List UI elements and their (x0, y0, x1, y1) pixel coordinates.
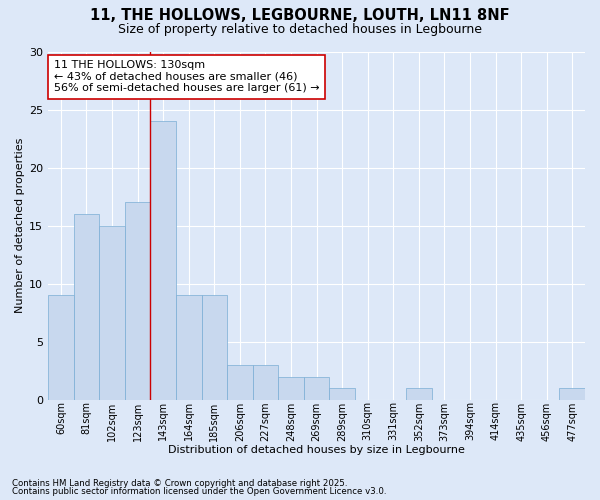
Text: 11 THE HOLLOWS: 130sqm
← 43% of detached houses are smaller (46)
56% of semi-det: 11 THE HOLLOWS: 130sqm ← 43% of detached… (53, 60, 319, 94)
Bar (202, 296, 227, 400)
Bar (99, 226, 125, 400)
Text: 11, THE HOLLOWS, LEGBOURNE, LOUTH, LN11 8NF: 11, THE HOLLOWS, LEGBOURNE, LOUTH, LN11 … (90, 8, 510, 22)
Text: Size of property relative to detached houses in Legbourne: Size of property relative to detached ho… (118, 22, 482, 36)
Y-axis label: Number of detached properties: Number of detached properties (15, 138, 25, 314)
Bar (559, 388, 585, 400)
Bar (151, 121, 176, 400)
Bar (406, 388, 431, 400)
Bar (278, 376, 304, 400)
X-axis label: Distribution of detached houses by size in Legbourne: Distribution of detached houses by size … (168, 445, 465, 455)
Bar (227, 365, 253, 400)
Bar (304, 376, 329, 400)
Text: Contains public sector information licensed under the Open Government Licence v3: Contains public sector information licen… (12, 487, 386, 496)
Bar (125, 202, 151, 400)
Bar (48, 296, 74, 400)
Bar (329, 388, 355, 400)
Bar (253, 365, 278, 400)
Text: Contains HM Land Registry data © Crown copyright and database right 2025.: Contains HM Land Registry data © Crown c… (12, 478, 347, 488)
Bar (176, 296, 202, 400)
Bar (74, 214, 99, 400)
